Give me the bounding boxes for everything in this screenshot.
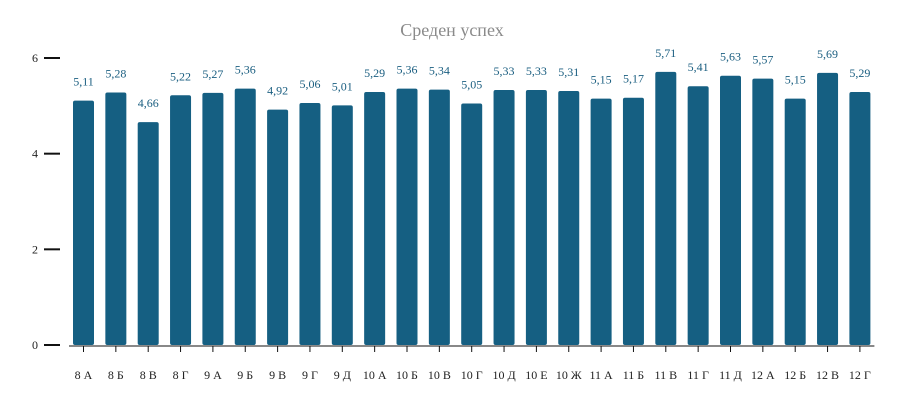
bar-value-label: 5,05 [461, 77, 482, 91]
bar [687, 86, 709, 345]
x-tick-label: 12 А [751, 368, 775, 382]
y-axis: 0 2 4 6 [32, 51, 60, 352]
x-tick-label: 12 В [816, 368, 839, 382]
bar [817, 72, 839, 345]
x-tick-label: 9 Г [302, 368, 318, 382]
x-tick-label: 11 Д [719, 368, 742, 382]
bar [720, 75, 741, 345]
bar [590, 98, 612, 346]
x-tick-label: 9 Д [334, 368, 351, 382]
bar-value-label: 5,06 [299, 77, 320, 91]
bar [364, 91, 386, 345]
bar-value-label: 5,01 [332, 79, 353, 93]
bar [525, 90, 547, 345]
x-tick-label: 12 Б [784, 368, 806, 382]
x-tick-label: 10 В [428, 368, 451, 382]
bar [428, 89, 450, 345]
x-tick-label: 8 А [75, 368, 93, 382]
bar [331, 105, 353, 345]
bar [461, 103, 483, 345]
bar-value-label: 5,36 [397, 63, 418, 77]
x-tick-label: 8 В [140, 368, 157, 382]
bar [784, 98, 806, 346]
x-tick-label: 9 А [204, 368, 222, 382]
bar-value-label: 5,34 [429, 64, 450, 78]
bar [73, 100, 94, 346]
bar [267, 109, 289, 345]
y-tick-label: 4 [32, 147, 38, 161]
bar-value-label: 5,29 [849, 66, 870, 80]
bar [105, 92, 127, 345]
y-tick-label: 6 [32, 51, 38, 65]
bar-value-label: 5,28 [105, 66, 126, 80]
x-tick-label: 11 В [655, 368, 678, 382]
bar [137, 122, 159, 345]
bar [202, 92, 224, 345]
x-axis: 8 А 8 Б 8 В 8 Г 9 А 9 Б 9 В 9 Г 9 Д 10 А 10 Б 10 В 1… [69, 345, 875, 382]
x-tick-label: 11 Б [623, 368, 645, 382]
x-tick-label: 10 Б [396, 368, 418, 382]
bar [234, 88, 256, 345]
bar-value-label: 5,36 [235, 63, 256, 77]
bar [849, 91, 871, 345]
bar [622, 97, 644, 346]
x-tick-label: 11 А [589, 368, 613, 382]
y-tick-label: 2 [32, 242, 38, 256]
x-tick-label: 10 А [363, 368, 387, 382]
bar-value-label: 5,63 [720, 50, 741, 64]
y-tick-label: 0 [32, 338, 38, 352]
x-tick-label: 10 Г [461, 368, 483, 382]
x-tick-label: 10 Ж [556, 368, 582, 382]
bar-value-label: 5,69 [817, 47, 838, 61]
bar-value-label: 5,33 [526, 64, 547, 78]
bar-value-label: 4,66 [138, 96, 159, 110]
bar-value-label: 5,57 [752, 53, 773, 67]
bar [299, 102, 321, 345]
x-tick-label: 9 В [269, 368, 286, 382]
bar-value-label: 5,29 [364, 66, 385, 80]
bar-value-label: 5,22 [170, 69, 191, 83]
bars [73, 71, 871, 346]
bar [558, 91, 580, 345]
chart-title: Среден успех [400, 20, 503, 40]
bar-value-label: 5,33 [494, 64, 515, 78]
bar [396, 88, 418, 345]
bar-value-label: 5,71 [655, 46, 676, 60]
x-tick-label: 10 Д [492, 368, 515, 382]
bar [655, 71, 677, 345]
bar-value-label: 5,17 [623, 72, 644, 86]
bar-value-label: 5,41 [688, 60, 709, 74]
x-tick-label: 8 Г [173, 368, 189, 382]
data-labels: 5,11 5,28 4,66 5,22 5,27 5,36 4,92 5,06 5,01 5,29… [73, 46, 870, 110]
bar-value-label: 5,11 [73, 75, 94, 89]
x-tick-label: 11 Г [687, 368, 709, 382]
bar [170, 95, 192, 345]
x-tick-label: 9 Б [237, 368, 253, 382]
bar [752, 78, 774, 346]
bar-value-label: 4,92 [267, 84, 288, 98]
bar-value-label: 5,15 [785, 73, 806, 87]
bar [493, 90, 515, 345]
x-tick-label: 8 Б [108, 368, 124, 382]
x-tick-label: 12 Г [849, 368, 871, 382]
bar-value-label: 5,27 [202, 67, 223, 81]
bar-value-label: 5,15 [591, 73, 612, 87]
x-tick-label: 10 Е [525, 368, 547, 382]
bar-value-label: 5,31 [558, 65, 579, 79]
